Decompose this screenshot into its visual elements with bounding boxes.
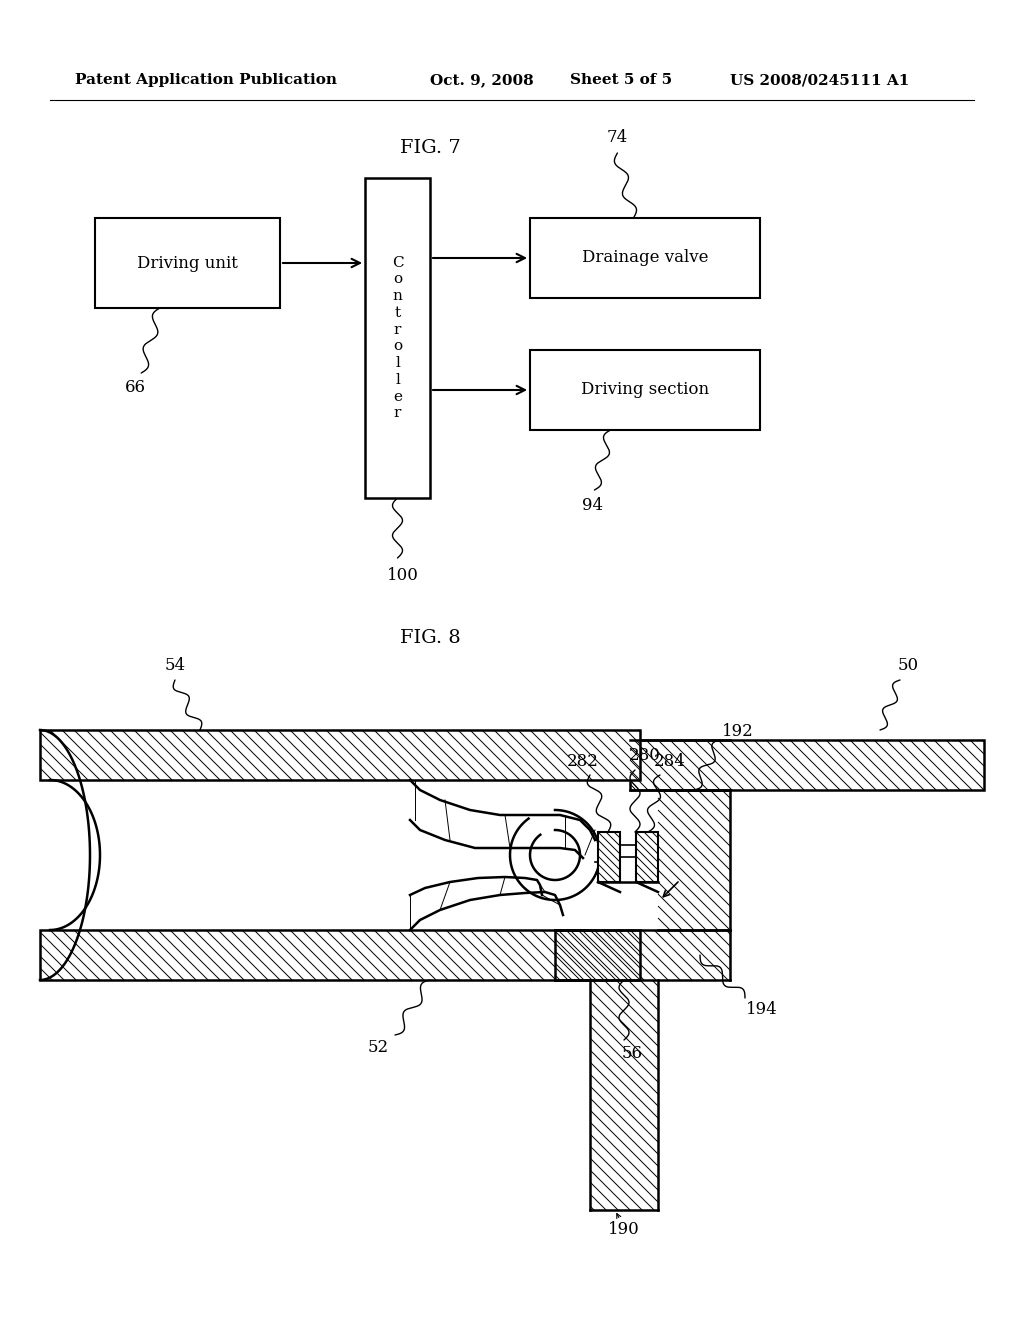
Text: 194: 194: [746, 1002, 778, 1019]
Text: 94: 94: [582, 496, 603, 513]
Bar: [636, 832, 658, 882]
Text: Driving unit: Driving unit: [137, 255, 238, 272]
Text: Drainage valve: Drainage valve: [582, 249, 709, 267]
Text: 282: 282: [567, 754, 599, 771]
Text: 52: 52: [368, 1040, 388, 1056]
Bar: [598, 832, 620, 882]
Text: Patent Application Publication: Patent Application Publication: [75, 73, 337, 87]
Bar: [95, 218, 280, 308]
Text: 284: 284: [654, 754, 686, 771]
Text: 74: 74: [607, 129, 628, 147]
Text: FIG. 7: FIG. 7: [399, 139, 461, 157]
Text: 190: 190: [608, 1221, 640, 1238]
Bar: [40, 730, 640, 780]
Text: 100: 100: [387, 568, 419, 585]
Text: 280: 280: [629, 747, 660, 763]
Text: 56: 56: [622, 1044, 642, 1061]
Text: FIG. 8: FIG. 8: [399, 630, 461, 647]
Text: 66: 66: [125, 380, 146, 396]
Bar: [630, 741, 984, 789]
Text: C
o
n
t
r
o
l
l
e
r: C o n t r o l l e r: [392, 256, 403, 420]
Text: 54: 54: [165, 656, 185, 673]
Text: Sheet 5 of 5: Sheet 5 of 5: [570, 73, 672, 87]
Text: US 2008/0245111 A1: US 2008/0245111 A1: [730, 73, 909, 87]
Text: 50: 50: [897, 656, 919, 673]
Bar: [40, 931, 640, 979]
Text: Oct. 9, 2008: Oct. 9, 2008: [430, 73, 534, 87]
Text: Driving section: Driving section: [581, 381, 709, 399]
Bar: [530, 350, 760, 430]
Text: 192: 192: [722, 723, 754, 741]
Bar: [530, 218, 760, 298]
Bar: [365, 178, 430, 498]
